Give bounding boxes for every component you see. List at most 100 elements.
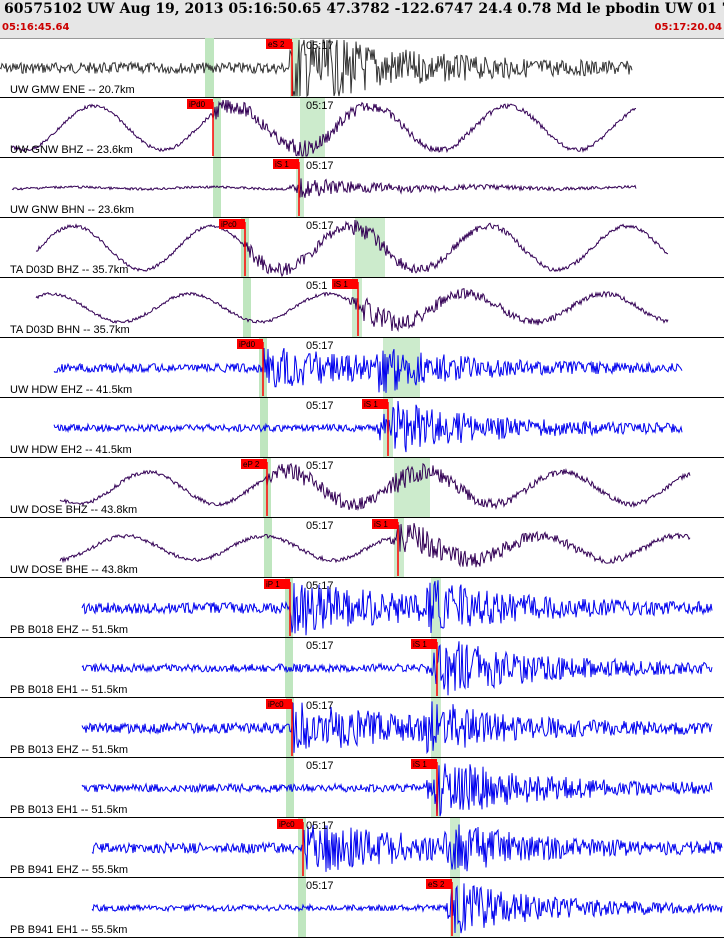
time-tick-label: 05:17 bbox=[306, 100, 334, 112]
time-tick-label: 05:1 bbox=[306, 280, 327, 292]
station-label: PB B018 EH1 -- 51.5km bbox=[10, 684, 127, 696]
s-window-band bbox=[355, 218, 385, 278]
pick-flag[interactable] bbox=[237, 339, 263, 349]
waveform-trace[interactable] bbox=[11, 99, 637, 157]
time-tick-label: 05:17 bbox=[306, 340, 334, 352]
seismogram-panel[interactable]: eP 2 05:17 UW DOSE BHZ -- 43.8km bbox=[0, 458, 724, 518]
time-tick-label: 05:17 bbox=[306, 760, 334, 772]
s-window-band bbox=[431, 638, 441, 698]
pick-flag[interactable] bbox=[411, 759, 437, 769]
time-tick-label: 05:17 bbox=[306, 700, 334, 712]
station-label: UW GNW BHN -- 23.6km bbox=[10, 204, 134, 216]
time-tick-label: 05:17 bbox=[306, 520, 334, 532]
pick-flag[interactable] bbox=[277, 819, 303, 829]
seismogram-panel[interactable]: iS 1 05:17 UW GNW BHN -- 23.6km bbox=[0, 158, 724, 218]
seismogram-panel-stack[interactable]: eS 2 05:17 UW GMW ENE -- 20.7km iPd0 05:17 UW… bbox=[0, 38, 724, 938]
seismogram-panel[interactable]: iS 1 05:17 UW DOSE BHE -- 43.8km bbox=[0, 518, 724, 578]
station-label: PB B941 EHZ -- 55.5km bbox=[10, 864, 128, 876]
pick-label: iS 1 bbox=[364, 400, 378, 409]
pick-flag[interactable] bbox=[362, 399, 388, 409]
station-label: PB B013 EH1 -- 51.5km bbox=[10, 804, 127, 816]
pick-flag[interactable] bbox=[273, 159, 299, 169]
waveform-trace[interactable] bbox=[59, 462, 691, 512]
pick-flag[interactable] bbox=[264, 579, 290, 589]
station-label: TA D03D BHN -- 35.7km bbox=[10, 324, 130, 336]
seismogram-panel[interactable]: iS 1 05:1 TA D03D BHN -- 35.7km bbox=[0, 278, 724, 338]
station-label: UW DOSE BHZ -- 43.8km bbox=[10, 504, 137, 516]
pick-label: iS 1 bbox=[413, 640, 427, 649]
time-tick-label: 05:17 bbox=[306, 400, 334, 412]
time-tick-label: 05:17 bbox=[306, 160, 334, 172]
p-window-band bbox=[243, 278, 251, 338]
pick-flag[interactable] bbox=[266, 699, 292, 709]
pick-label: iPd0 bbox=[189, 100, 206, 109]
event-header: 60575102 UW Aug 19, 2013 05:16:50.65 47.… bbox=[0, 0, 724, 39]
p-window-band bbox=[213, 158, 221, 218]
waveform-trace[interactable] bbox=[59, 522, 691, 568]
waveform-trace[interactable] bbox=[91, 824, 723, 872]
waveform-trace[interactable] bbox=[11, 178, 637, 198]
time-tick-label: 05:17 bbox=[306, 40, 334, 52]
pick-label: iPc0 bbox=[221, 220, 237, 229]
pick-label: eS 2 bbox=[268, 40, 285, 49]
pick-label: iS 1 bbox=[334, 280, 348, 289]
station-label: TA D03D BHZ -- 35.7km bbox=[10, 264, 128, 276]
seismogram-panel[interactable]: iPd0 05:17 UW HDW EHZ -- 41.5km bbox=[0, 338, 724, 398]
s-window-band bbox=[352, 278, 362, 338]
seismogram-panel[interactable]: iS 1 05:17 PB B018 EH1 -- 51.5km bbox=[0, 638, 724, 698]
seismogram-panel[interactable]: eS 2 05:17 UW GMW ENE -- 20.7km bbox=[0, 38, 724, 98]
pick-flag[interactable] bbox=[187, 99, 213, 109]
pick-flag[interactable] bbox=[219, 219, 245, 229]
s-window-band bbox=[450, 818, 460, 878]
pick-label: iS 1 bbox=[275, 160, 289, 169]
pick-flag[interactable] bbox=[241, 459, 267, 469]
window-start-time: 05:16:45.64 bbox=[2, 22, 70, 33]
seismogram-panel[interactable]: iP 1 05:17 PB B018 EHZ -- 51.5km bbox=[0, 578, 724, 638]
waveform-trace[interactable] bbox=[91, 883, 723, 934]
event-title: 60575102 UW Aug 19, 2013 05:16:50.65 47.… bbox=[4, 1, 724, 17]
pick-flag[interactable] bbox=[372, 519, 398, 529]
s-window-band bbox=[394, 518, 404, 578]
waveform-trace[interactable] bbox=[35, 288, 669, 333]
station-label: PB B013 EHZ -- 51.5km bbox=[10, 744, 128, 756]
seismogram-panel[interactable]: iPc0 05:17 PB B941 EHZ -- 55.5km bbox=[0, 818, 724, 878]
pick-flag[interactable] bbox=[426, 879, 452, 889]
waveform-trace[interactable] bbox=[53, 400, 683, 453]
s-window-band bbox=[450, 878, 460, 938]
pick-label: iP 1 bbox=[266, 580, 280, 589]
pick-label: iS 1 bbox=[374, 520, 388, 529]
s-window-band bbox=[290, 38, 300, 98]
waveform-trace[interactable] bbox=[81, 763, 713, 817]
station-label: UW HDW EH2 -- 41.5km bbox=[10, 444, 132, 456]
time-tick-label: 05:17 bbox=[306, 460, 334, 472]
station-label: UW GMW ENE -- 20.7km bbox=[10, 84, 135, 96]
seismogram-panel[interactable]: iS 1 05:17 UW HDW EH2 -- 41.5km bbox=[0, 398, 724, 458]
waveform-trace[interactable] bbox=[81, 580, 713, 636]
pick-label: iS 1 bbox=[413, 760, 427, 769]
pick-flag[interactable] bbox=[332, 279, 358, 289]
waveform-trace[interactable] bbox=[35, 219, 669, 278]
waveform-trace[interactable] bbox=[81, 641, 713, 696]
station-label: UW DOSE BHE -- 43.8km bbox=[10, 564, 138, 576]
time-tick-label: 05:17 bbox=[306, 220, 334, 232]
pick-label: iPc0 bbox=[279, 820, 295, 829]
seismogram-panel[interactable]: eS 2 05:17 PB B941 EH1 -- 55.5km bbox=[0, 878, 724, 938]
waveform-trace[interactable] bbox=[0, 39, 633, 98]
time-tick-label: 05:17 bbox=[306, 820, 334, 832]
pick-label: eS 2 bbox=[428, 880, 445, 889]
seismogram-panel[interactable]: iPc0 05:17 PB B013 EHZ -- 51.5km bbox=[0, 698, 724, 758]
seismogram-panel[interactable]: iPc0 05:17 TA D03D BHZ -- 35.7km bbox=[0, 218, 724, 278]
seismogram-panel[interactable]: iS 1 05:17 PB B013 EH1 -- 51.5km bbox=[0, 758, 724, 818]
p-window-band bbox=[264, 518, 272, 578]
waveform-trace[interactable] bbox=[81, 701, 713, 755]
seismogram-canvas[interactable]: eS 2 05:17 UW GMW ENE -- 20.7km iPd0 05:17 UW… bbox=[0, 38, 724, 938]
seismogram-panel[interactable]: iPd0 05:17 UW GNW BHZ -- 23.6km bbox=[0, 98, 724, 158]
pick-flag[interactable] bbox=[411, 639, 437, 649]
waveform-trace[interactable] bbox=[53, 347, 683, 393]
pick-label: iPd0 bbox=[239, 340, 256, 349]
s-window-band bbox=[431, 758, 441, 818]
pick-flag[interactable] bbox=[266, 39, 292, 49]
station-label: UW HDW EHZ -- 41.5km bbox=[10, 384, 132, 396]
p-window-band bbox=[213, 98, 221, 158]
s-window-band bbox=[431, 578, 441, 638]
